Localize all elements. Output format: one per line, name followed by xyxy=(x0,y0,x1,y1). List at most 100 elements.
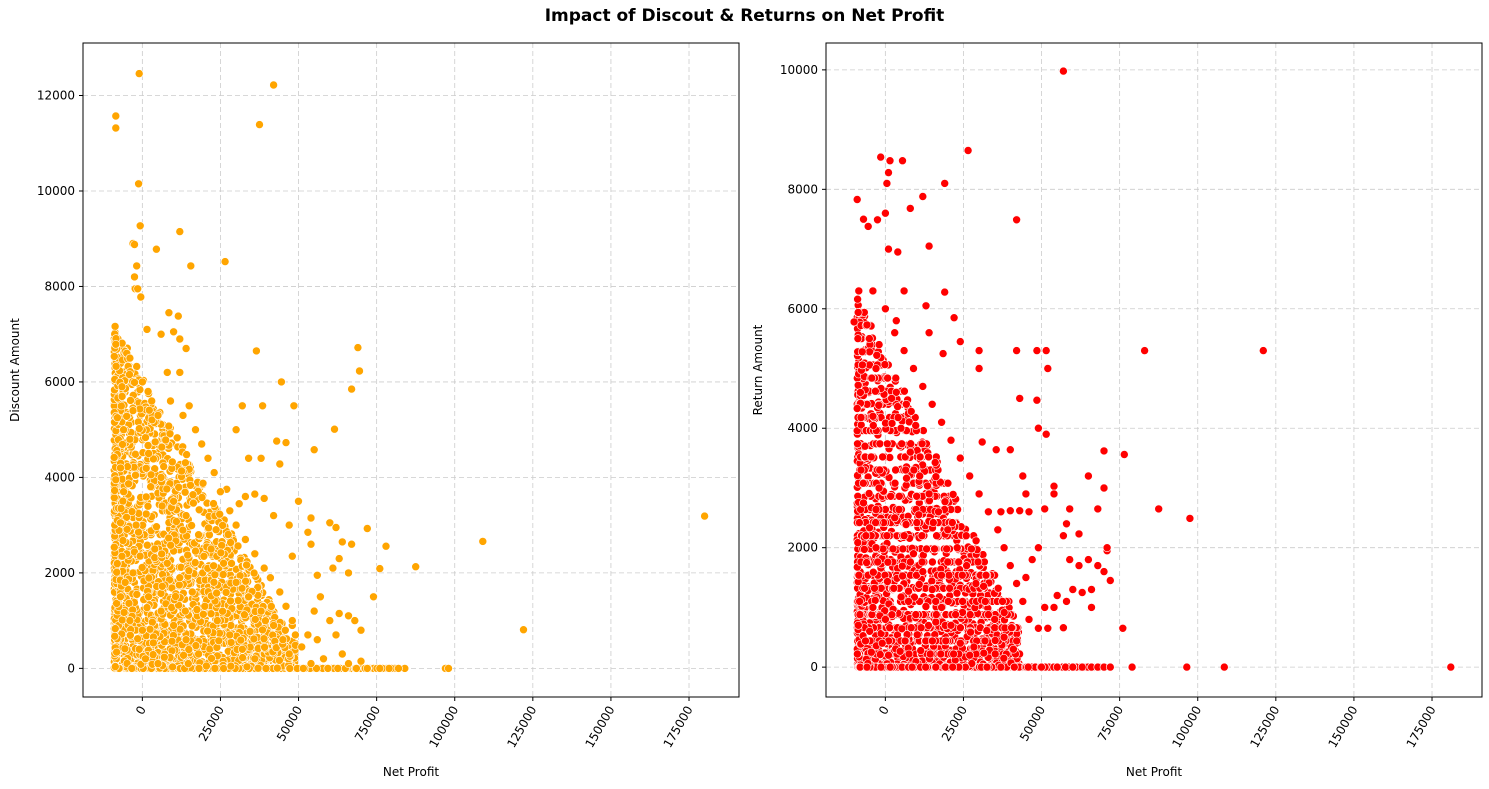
scatter-point xyxy=(219,664,228,673)
scatter-point xyxy=(118,536,128,545)
scatter-point xyxy=(119,608,129,617)
scatter-point xyxy=(169,327,178,337)
scatter-point xyxy=(226,596,235,606)
scatter-point xyxy=(119,487,128,497)
y-tick-label: 10000 xyxy=(37,184,75,198)
scatter-point xyxy=(306,513,316,523)
scatter-point xyxy=(146,482,155,492)
scatter-point xyxy=(128,406,138,415)
scatter-point xyxy=(174,311,183,321)
scatter-point xyxy=(132,590,142,599)
scatter-point xyxy=(141,654,150,664)
scatter-point xyxy=(233,596,243,605)
scatter-point xyxy=(312,635,322,645)
scatter-point xyxy=(250,489,260,499)
scatter-point xyxy=(223,530,233,539)
y-tick-label: 6000 xyxy=(44,375,75,389)
scatter-point xyxy=(275,656,284,665)
scatter-point xyxy=(904,586,913,596)
scatter-point xyxy=(134,69,144,78)
scatter-point xyxy=(125,370,134,379)
scatter-point xyxy=(116,504,126,513)
scatter-point xyxy=(242,560,251,570)
scatter-point xyxy=(200,601,210,611)
x-tick-label: 150000 xyxy=(582,704,617,751)
scatter-point xyxy=(145,624,155,634)
scatter-point xyxy=(125,353,135,363)
scatter-point xyxy=(178,525,188,535)
scatter-point xyxy=(157,442,167,452)
scatter-point xyxy=(231,425,241,435)
scatter-point xyxy=(252,346,261,356)
scatter-point xyxy=(127,664,137,673)
scatter-point xyxy=(156,329,166,339)
scatter-point xyxy=(136,292,146,302)
scatter-point xyxy=(117,392,127,401)
scatter-point xyxy=(184,566,194,576)
scatter-point xyxy=(192,605,202,614)
scatter-point xyxy=(163,558,172,568)
scatter-point xyxy=(141,509,151,519)
scatter-point xyxy=(906,407,916,416)
scatter-point xyxy=(175,368,185,377)
scatter-point xyxy=(216,487,225,497)
scatter-point xyxy=(269,621,278,630)
scatter-point xyxy=(275,587,285,597)
scatter-point xyxy=(175,573,185,583)
scatter-point xyxy=(120,644,130,654)
scatter-point xyxy=(240,610,249,620)
scatter-point xyxy=(251,615,260,624)
scatter-point xyxy=(337,649,347,659)
scatter-point xyxy=(225,630,235,640)
scatter-point xyxy=(952,588,962,598)
scatter-point xyxy=(128,568,138,578)
scatter-point xyxy=(923,481,932,491)
scatter-point xyxy=(111,662,120,671)
scatter-point xyxy=(216,548,226,558)
scatter-point xyxy=(917,439,927,449)
scatter-point xyxy=(381,541,391,551)
scatter-point xyxy=(117,615,127,625)
scatter-point xyxy=(152,522,161,532)
scatter-point xyxy=(238,653,247,662)
scatter-point xyxy=(143,540,152,550)
scatter-point xyxy=(241,492,250,501)
scatter-point xyxy=(891,465,900,475)
scatter-point xyxy=(258,625,267,635)
scatter-point xyxy=(143,501,153,511)
scatter-point xyxy=(157,549,166,559)
scatter-point xyxy=(231,578,241,587)
scatter-point xyxy=(194,649,203,659)
scatter-point xyxy=(161,435,170,445)
scatter-point xyxy=(864,489,874,498)
scatter-point xyxy=(927,576,937,586)
scatter-point xyxy=(700,511,709,521)
scatter-point xyxy=(261,616,270,626)
scatter-point xyxy=(890,478,900,488)
scatter-point xyxy=(312,570,322,580)
scatter-point xyxy=(256,606,266,616)
scatter-point xyxy=(875,439,885,449)
scatter-point xyxy=(291,630,300,640)
scatter-point xyxy=(142,325,152,334)
scatter-point xyxy=(204,523,213,533)
scatter-point xyxy=(287,616,297,625)
scatter-point xyxy=(278,635,288,645)
scatter-point xyxy=(219,558,228,568)
scatter-point xyxy=(872,350,882,360)
scatter-point xyxy=(384,664,394,673)
y-tick-label: 8000 xyxy=(44,279,75,293)
scatter-point xyxy=(130,240,139,249)
scatter-point xyxy=(124,479,133,489)
scatter-point xyxy=(159,462,168,471)
scatter-point xyxy=(147,396,156,406)
scatter-point xyxy=(143,441,153,450)
x-tick-label: 100000 xyxy=(426,704,461,751)
scatter-point xyxy=(172,433,182,443)
scatter-point xyxy=(214,636,224,646)
scatter-point xyxy=(212,588,221,598)
scatter-point xyxy=(344,568,353,578)
scatter-point xyxy=(111,624,120,633)
scatter-point xyxy=(163,368,172,377)
scatter-point xyxy=(171,592,180,601)
